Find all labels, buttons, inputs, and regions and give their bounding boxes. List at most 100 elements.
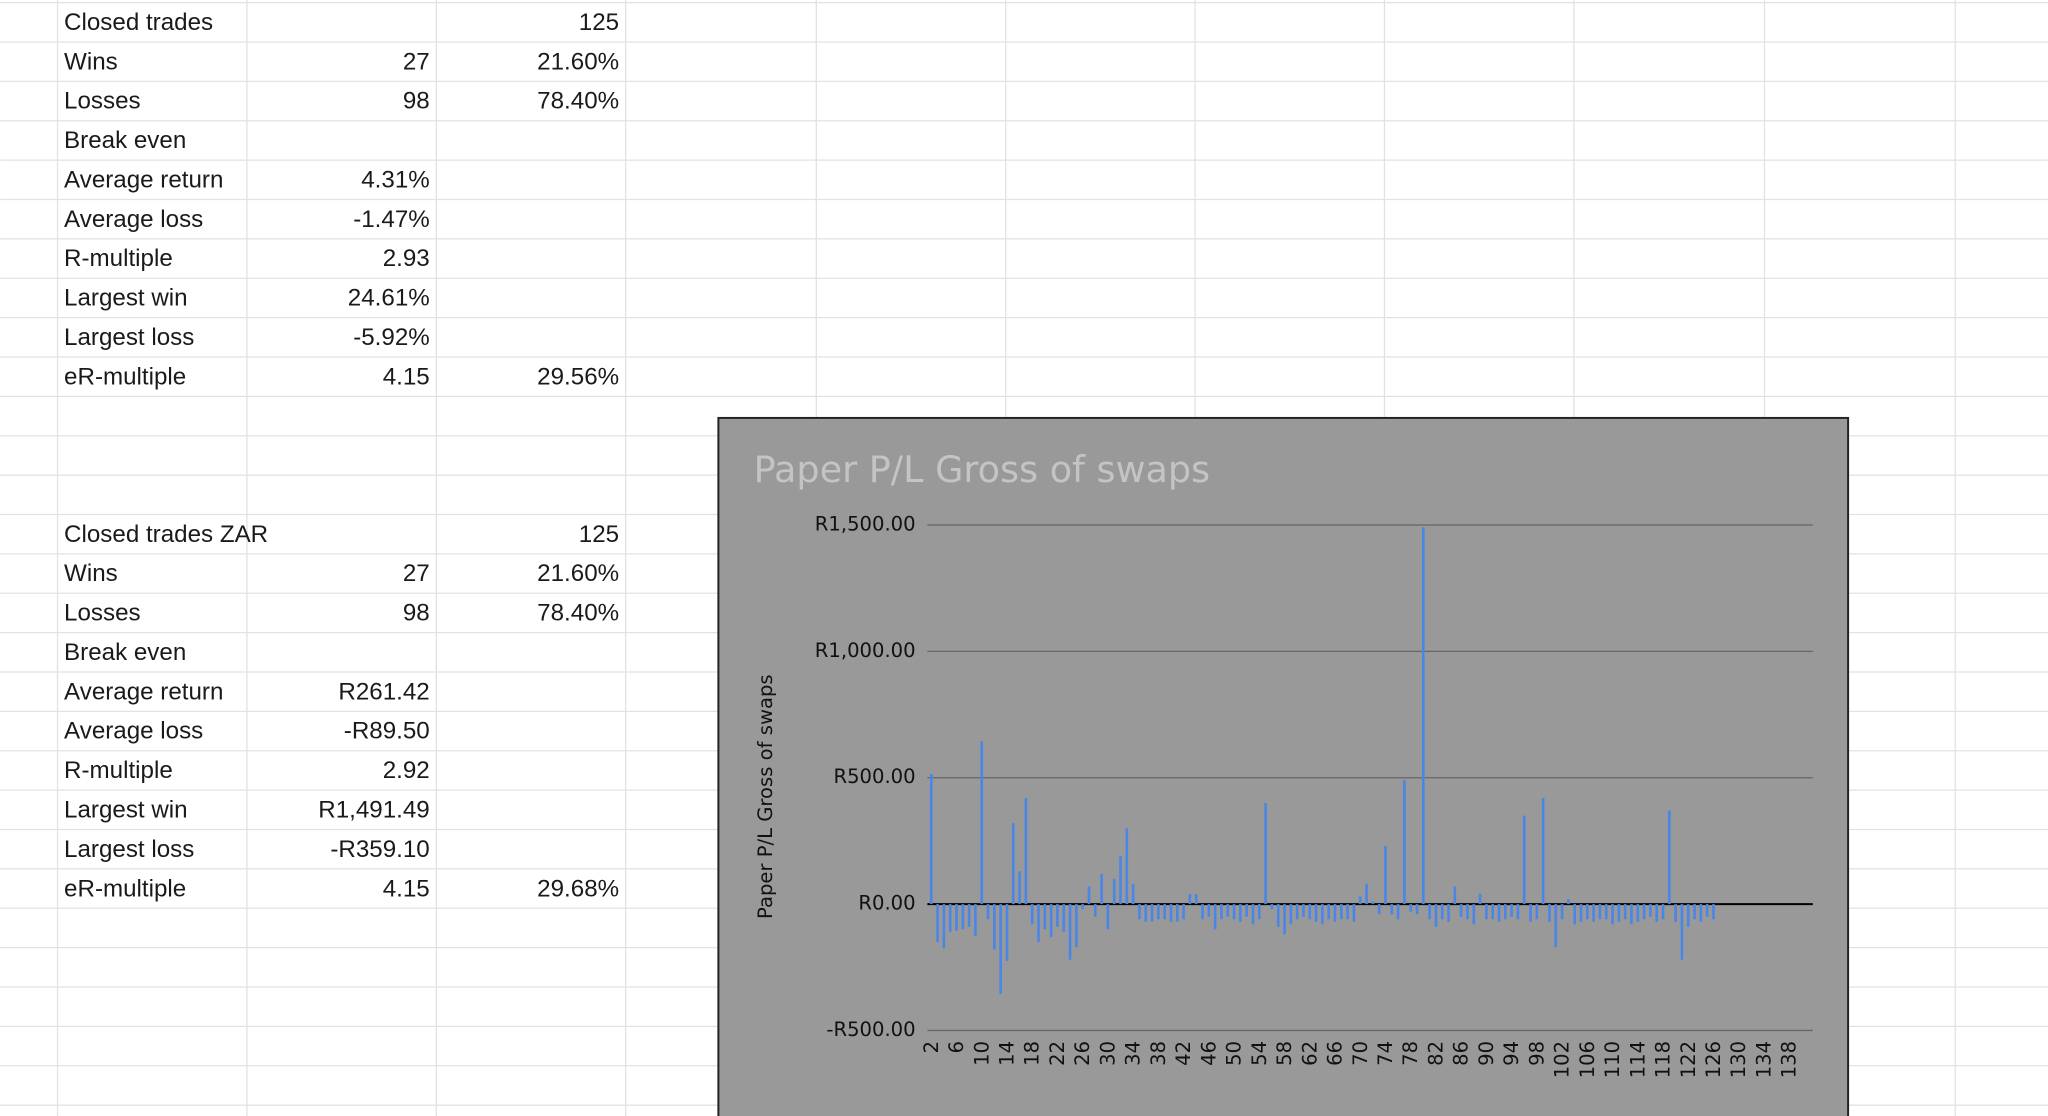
bar bbox=[1567, 899, 1570, 905]
bar bbox=[1409, 904, 1412, 912]
bar bbox=[1169, 904, 1173, 922]
bar bbox=[1522, 815, 1526, 905]
bar bbox=[1598, 904, 1602, 920]
bar bbox=[1579, 904, 1583, 922]
x-tick-label: 78 bbox=[1399, 1041, 1422, 1066]
bar bbox=[1112, 878, 1116, 905]
bar bbox=[1314, 904, 1318, 922]
x-tick-label: 34 bbox=[1122, 1041, 1145, 1066]
cell-label: R-multiple bbox=[64, 757, 173, 784]
cell-value: 98 bbox=[403, 88, 430, 115]
cell-label: Largest loss bbox=[64, 836, 194, 863]
cell-value: 2.92 bbox=[383, 757, 430, 784]
y-tick-label: R1,500.00 bbox=[815, 513, 916, 536]
bar bbox=[1655, 904, 1659, 922]
x-tick-label: 22 bbox=[1046, 1041, 1069, 1066]
x-tick-label: 110 bbox=[1601, 1041, 1624, 1078]
bar bbox=[1548, 904, 1551, 922]
bar bbox=[1472, 904, 1476, 925]
y-tick-label: -R500.00 bbox=[826, 1018, 915, 1041]
bar bbox=[1062, 904, 1066, 932]
cell-value: 21.60% bbox=[537, 48, 619, 75]
bar bbox=[1175, 904, 1179, 922]
cell-value: 27 bbox=[403, 560, 430, 587]
bar bbox=[1630, 904, 1633, 925]
cell-value: 125 bbox=[579, 521, 619, 548]
bar bbox=[1560, 904, 1564, 920]
bar bbox=[1440, 904, 1444, 920]
bar bbox=[1541, 797, 1545, 905]
y-axis-title: Paper P/L Gross of swaps bbox=[754, 674, 777, 919]
x-tick-label: 134 bbox=[1752, 1041, 1775, 1078]
bar bbox=[929, 773, 933, 905]
bar bbox=[1693, 904, 1696, 920]
cell-value: 4.15 bbox=[383, 875, 430, 902]
x-tick-label: 74 bbox=[1374, 1041, 1397, 1066]
bar bbox=[1674, 904, 1677, 922]
cell-label: Closed trades ZAR bbox=[64, 521, 268, 548]
x-tick-label: 10 bbox=[970, 1041, 993, 1066]
cell-label: Closed trades bbox=[64, 9, 213, 36]
bar bbox=[1390, 904, 1394, 915]
x-tick-label: 118 bbox=[1652, 1041, 1675, 1078]
bar bbox=[1352, 904, 1356, 922]
x-tick-label: 30 bbox=[1096, 1041, 1119, 1066]
bar bbox=[1339, 904, 1343, 920]
bar bbox=[1712, 904, 1715, 920]
bar bbox=[986, 904, 990, 920]
bar bbox=[1226, 904, 1230, 917]
bar bbox=[1150, 904, 1154, 922]
cell-value: 78.40% bbox=[537, 88, 619, 115]
bar bbox=[1081, 904, 1084, 910]
bar bbox=[1049, 904, 1053, 937]
cell-label: Losses bbox=[64, 600, 141, 627]
bar bbox=[1510, 904, 1513, 917]
bar bbox=[1415, 904, 1419, 915]
cell-label: Largest win bbox=[64, 797, 188, 824]
bar bbox=[942, 904, 946, 949]
sheet-cells: Closed trades 125 Wins 27 21.60% Losses 98 78.4… bbox=[64, 9, 619, 902]
x-tick-label: 102 bbox=[1551, 1041, 1574, 1078]
chart-title: Paper P/L Gross of swaps bbox=[754, 448, 1210, 491]
bar bbox=[1093, 904, 1097, 917]
bar bbox=[1264, 803, 1267, 905]
y-tick-label: R500.00 bbox=[833, 765, 915, 788]
bar bbox=[1043, 904, 1047, 930]
cell-value: -R89.50 bbox=[344, 718, 430, 745]
bar bbox=[993, 904, 996, 950]
bar bbox=[1346, 904, 1349, 920]
cell-label: Average loss bbox=[64, 718, 203, 745]
bar bbox=[1144, 904, 1148, 922]
chart: Paper P/L Gross of swaps Paper P/L Gross… bbox=[717, 416, 1850, 1116]
cell-label: Average return bbox=[64, 678, 223, 705]
cell-label: Average return bbox=[64, 166, 223, 193]
bar bbox=[1157, 904, 1160, 920]
bar bbox=[1396, 904, 1400, 920]
bar bbox=[1087, 886, 1091, 905]
bar bbox=[1428, 904, 1431, 920]
cell-label: Wins bbox=[64, 48, 118, 75]
bar bbox=[1239, 904, 1242, 922]
x-tick-label: 42 bbox=[1172, 1041, 1195, 1066]
cell-label: Largest win bbox=[64, 285, 188, 312]
bar bbox=[1100, 873, 1103, 905]
bar bbox=[1037, 904, 1040, 943]
bar bbox=[1289, 904, 1293, 925]
y-tick-label: R1,000.00 bbox=[815, 639, 916, 662]
bar bbox=[967, 904, 971, 927]
bar bbox=[1403, 780, 1406, 905]
bar bbox=[936, 904, 939, 943]
bar bbox=[1365, 883, 1368, 905]
bar bbox=[1201, 904, 1204, 920]
bar bbox=[1686, 904, 1690, 927]
bar bbox=[1213, 904, 1217, 930]
cell-value: 98 bbox=[403, 600, 430, 627]
cell-value: R1,491.49 bbox=[318, 797, 429, 824]
bar bbox=[1497, 904, 1501, 922]
bar bbox=[1327, 904, 1330, 920]
x-tick-label: 26 bbox=[1071, 1041, 1094, 1066]
bar bbox=[1529, 904, 1532, 922]
cell-label: eR-multiple bbox=[64, 363, 186, 390]
x-tick-label: 46 bbox=[1197, 1041, 1220, 1066]
